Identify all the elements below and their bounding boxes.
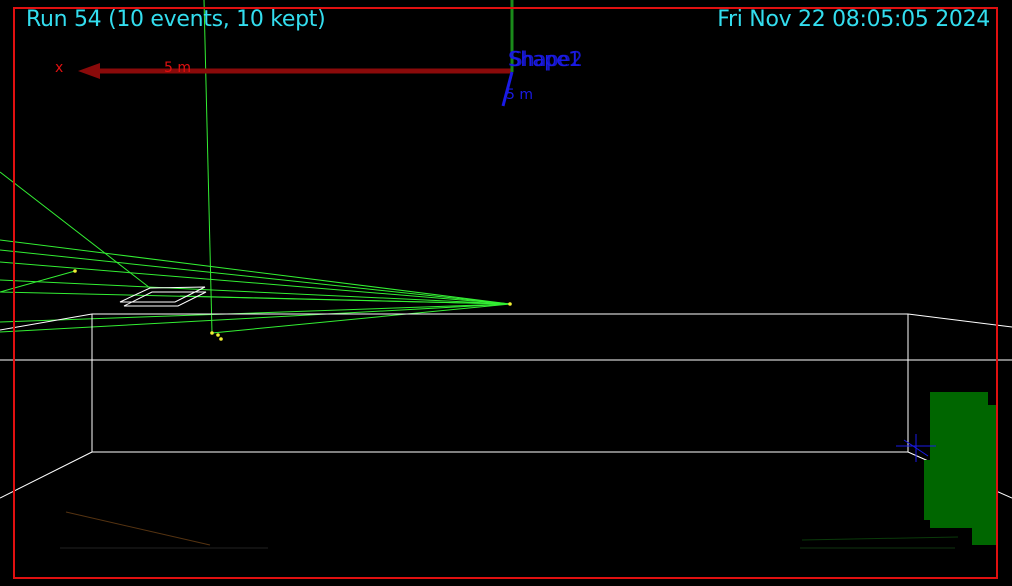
trajectory-line: [0, 303, 511, 323]
viewport-frame: [13, 7, 998, 579]
hit-point: [210, 331, 214, 335]
shape-label-1: Shape1: [508, 47, 580, 71]
z-axis-scale-label: 5 m: [506, 87, 533, 103]
trajectory-line: [0, 261, 511, 305]
trajectory-line: [203, 0, 213, 334]
box-edge: [907, 313, 1012, 328]
z-axis: 5 m: [501, 71, 533, 107]
decorative-artifacts: [60, 511, 959, 549]
trajectory-line: [211, 303, 511, 334]
hit-point: [73, 269, 77, 273]
trajectory-line: [0, 249, 511, 305]
hit-point: [508, 302, 512, 306]
trajectory-line: [0, 171, 151, 289]
detector-wireframe: [0, 286, 1012, 499]
box-edge: [0, 313, 93, 331]
datetime-label: Fri Nov 22 08:05:05 2024: [717, 7, 990, 32]
box-edge: [0, 451, 93, 499]
small-plate: [119, 286, 206, 303]
x-axis: x 5 m: [55, 60, 512, 79]
x-axis-scale-label: 5 m: [164, 60, 191, 76]
hit-points: [73, 269, 512, 341]
trajectory-line: [179, 295, 511, 305]
trajectory-line: [0, 279, 511, 305]
x-axis-label: x: [55, 60, 63, 76]
mini-axes-icon: [896, 434, 936, 462]
run-info-label: Run 54 (10 events, 10 kept): [26, 7, 326, 32]
trajectory-line: [0, 303, 511, 333]
green-volume: [924, 392, 996, 545]
hit-point: [216, 333, 220, 337]
shape-label-2: Shape2: [510, 47, 582, 71]
trajectory-line: [0, 270, 76, 293]
particle-trajectories: [0, 0, 511, 334]
hit-point: [219, 337, 223, 341]
small-plate-inner: [123, 291, 207, 307]
trajectory-line: [0, 239, 511, 305]
